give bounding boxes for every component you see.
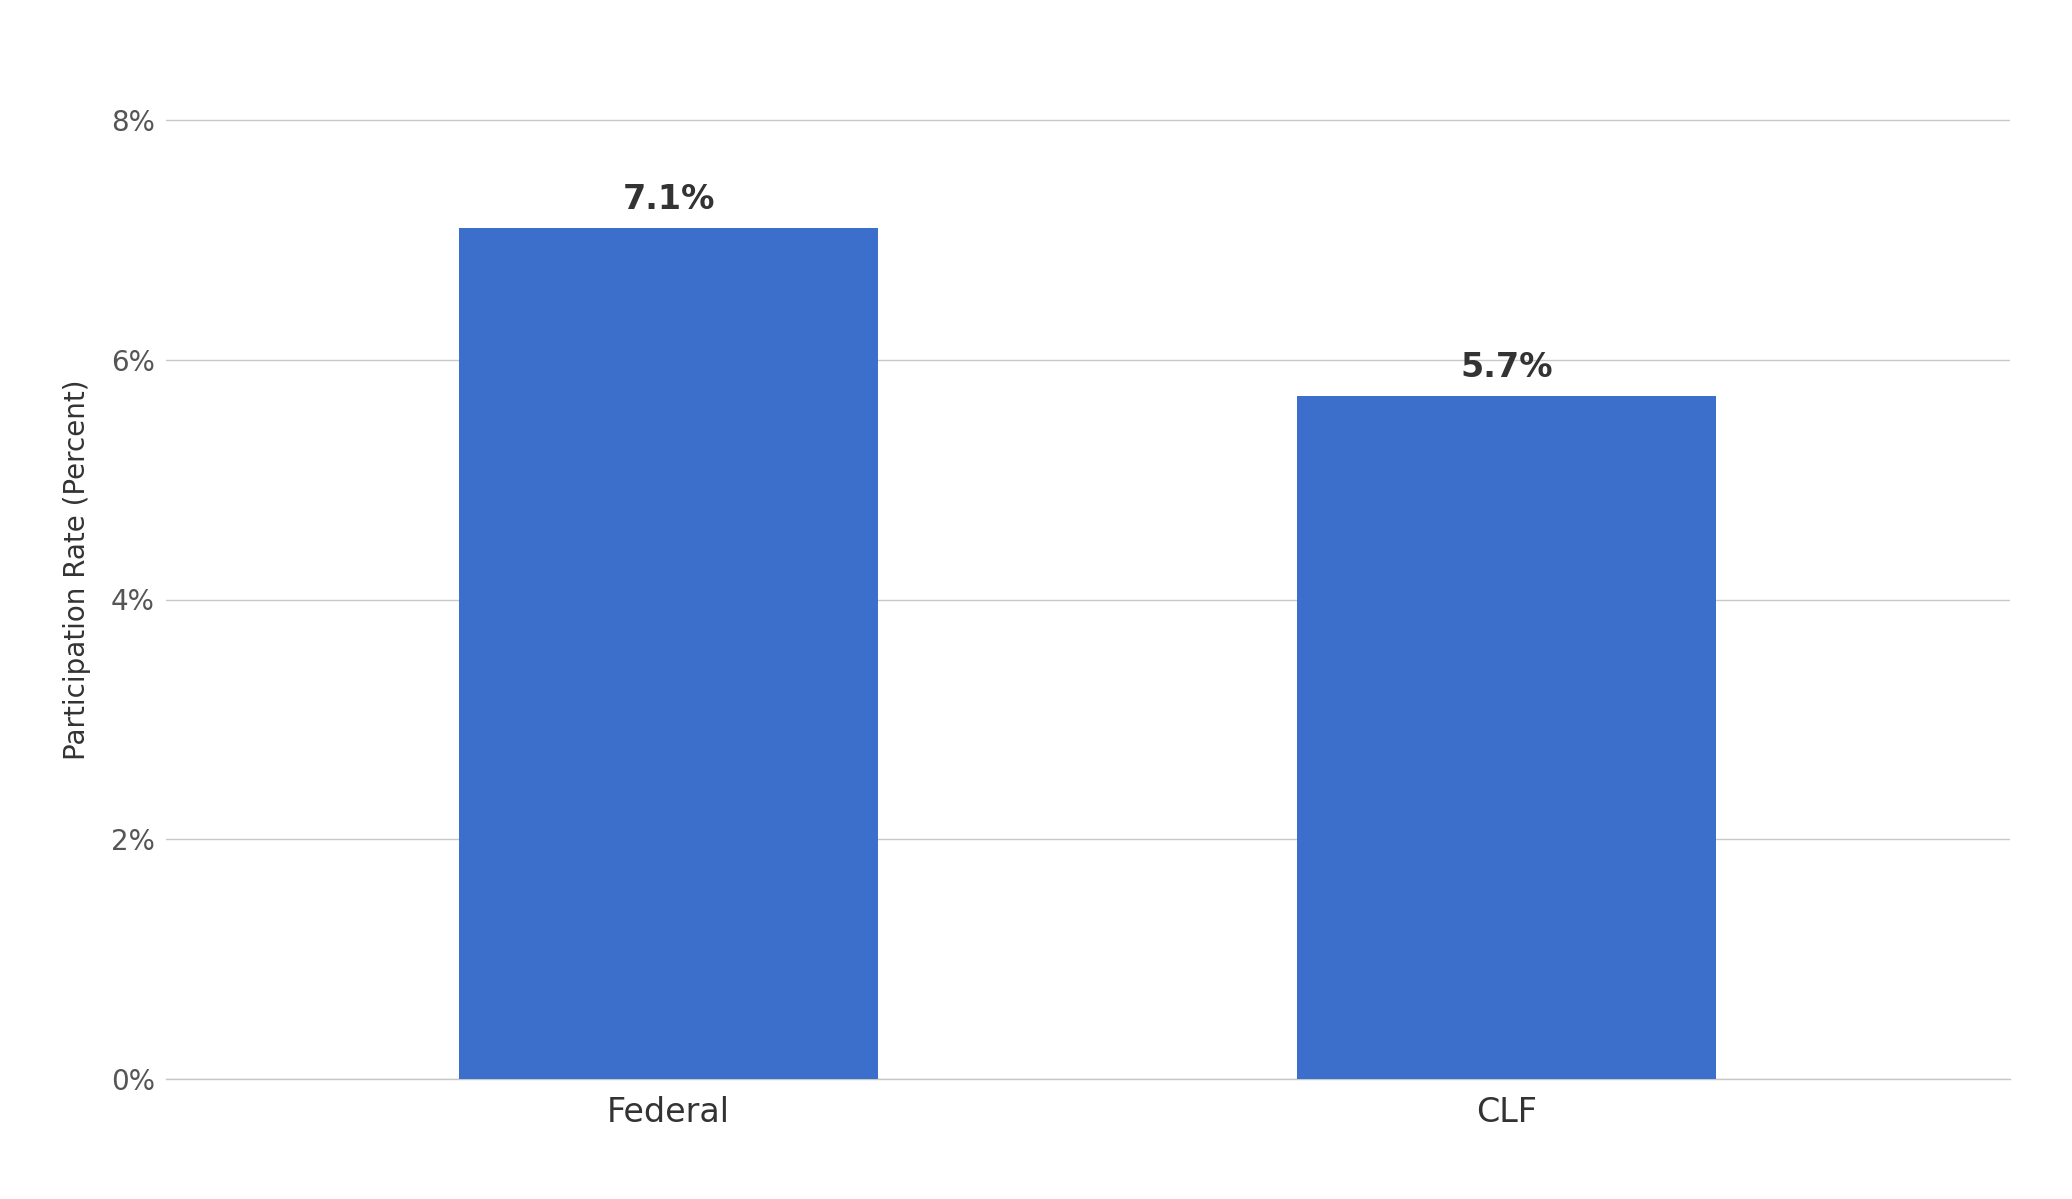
Y-axis label: Participation Rate (Percent): Participation Rate (Percent)	[64, 379, 91, 760]
Bar	[1297, 396, 1716, 1079]
Bar	[460, 228, 879, 1079]
Text: 5.7%: 5.7%	[1461, 350, 1554, 384]
Text: 7.1%: 7.1%	[622, 182, 715, 216]
